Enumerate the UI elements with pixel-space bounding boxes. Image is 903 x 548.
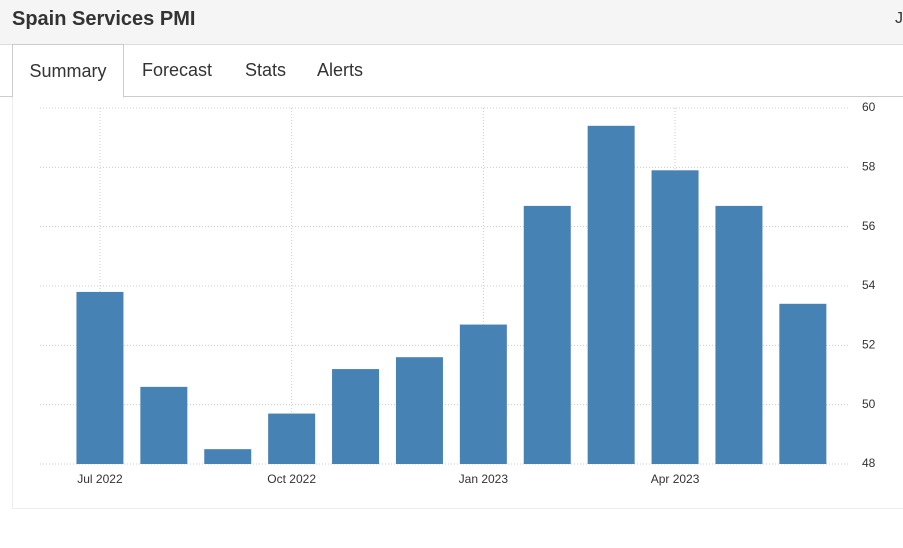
bar bbox=[395, 357, 443, 464]
tab-divider bbox=[0, 96, 903, 97]
x-tick-label: Jan 2023 bbox=[459, 472, 509, 486]
header: Spain Services PMI J bbox=[0, 0, 903, 45]
bar bbox=[204, 449, 252, 464]
y-tick-label: 52 bbox=[862, 338, 876, 352]
chart-panel bbox=[12, 97, 903, 509]
tab[interactable]: Alerts bbox=[317, 60, 364, 80]
bar bbox=[523, 205, 571, 464]
y-tick-label: 50 bbox=[862, 397, 876, 411]
bar bbox=[140, 386, 188, 464]
y-tick-label: 54 bbox=[862, 278, 876, 292]
bar bbox=[332, 369, 380, 464]
x-tick-label: Apr 2023 bbox=[651, 472, 700, 486]
y-tick-label: 58 bbox=[862, 160, 876, 174]
x-tick-label: Oct 2022 bbox=[267, 472, 316, 486]
y-tick-label: 60 bbox=[862, 100, 876, 114]
tab[interactable]: Summary bbox=[12, 44, 124, 98]
y-tick-label: 56 bbox=[862, 219, 876, 233]
chart: 48 50 52 54 56 58 60 Jul 2022 Oct 2022 Jan 2023 Ap… bbox=[40, 100, 876, 486]
y-tick-label: 48 bbox=[862, 456, 876, 470]
bar bbox=[779, 303, 827, 464]
bar bbox=[715, 205, 763, 464]
tab[interactable]: Forecast bbox=[142, 60, 213, 80]
bar bbox=[459, 324, 507, 464]
bar bbox=[76, 291, 124, 464]
tab[interactable]: Stats bbox=[245, 60, 287, 80]
header-date: J bbox=[895, 10, 903, 27]
x-tick-label: Jul 2022 bbox=[77, 472, 123, 486]
bar bbox=[268, 413, 316, 464]
page-title: Spain Services PMI bbox=[12, 8, 196, 30]
bar bbox=[587, 125, 635, 465]
bar bbox=[651, 170, 699, 465]
